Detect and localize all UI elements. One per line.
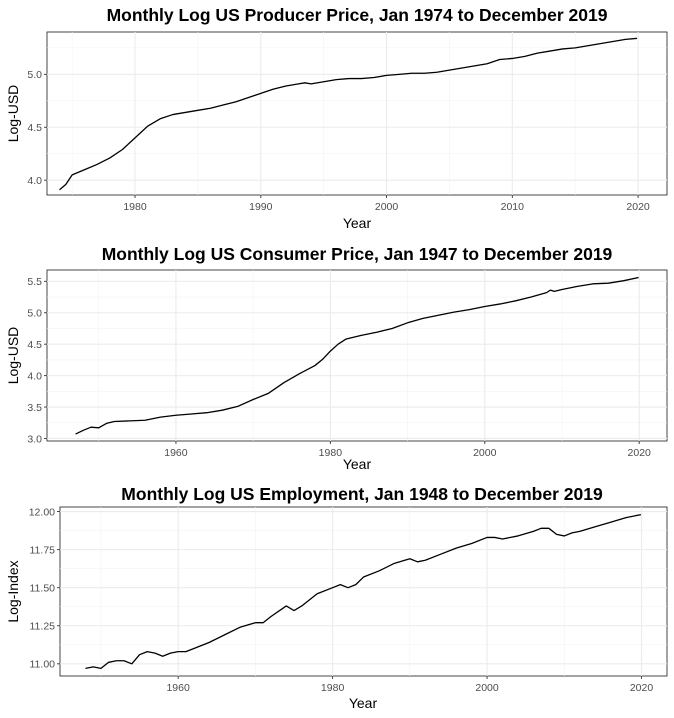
y-tick-label: 11.25 xyxy=(30,621,56,633)
chart-title: Monthly Log US Producer Price, Jan 1974 … xyxy=(107,5,608,25)
axis-ticks: 1980 1990 2000 2010 2020 4.0 4.5 5.0 xyxy=(27,69,650,213)
y-axis-title: Log-USD xyxy=(5,327,21,385)
y-tick-label: 4.0 xyxy=(27,370,42,382)
y-tick-label: 11.50 xyxy=(30,582,56,594)
x-tick-label: 2020 xyxy=(628,447,652,459)
y-tick-label: 5.0 xyxy=(27,69,42,81)
x-tick-label: 1980 xyxy=(319,447,343,459)
x-tick-label: 1980 xyxy=(321,682,345,694)
gridlines xyxy=(47,32,667,195)
series-line-consumer-price xyxy=(75,276,639,435)
series-line-producer-price xyxy=(59,37,638,191)
axis-ticks: 1960 1980 2000 2020 11.00 11.25 11.50 11.75 12.0… xyxy=(29,506,654,694)
x-tick-label: 1990 xyxy=(249,201,273,213)
y-tick-label: 3.5 xyxy=(27,402,42,414)
y-tick-label: 3.0 xyxy=(27,433,42,445)
plot-area xyxy=(59,506,668,677)
y-tick-label: 5.0 xyxy=(27,308,42,320)
x-tick-label: 2000 xyxy=(375,201,399,213)
y-tick-label: 4.0 xyxy=(27,175,42,187)
gridlines xyxy=(60,507,667,676)
y-tick-label: 4.5 xyxy=(27,122,42,134)
chart-title: Monthly Log US Employment, Jan 1948 to D… xyxy=(121,484,603,504)
x-tick-label: 1980 xyxy=(123,201,147,213)
series-line-employment xyxy=(85,513,642,670)
chart-panel-consumer-price: Monthly Log US Consumer Price, Jan 1947 … xyxy=(5,244,668,472)
chart-title: Monthly Log US Consumer Price, Jan 1947 … xyxy=(102,244,613,264)
x-axis-title: Year xyxy=(349,695,378,711)
x-axis-title: Year xyxy=(343,215,372,231)
x-tick-label: 2000 xyxy=(473,447,497,459)
x-tick-label: 2020 xyxy=(626,201,650,213)
x-axis-title: Year xyxy=(343,456,372,472)
y-axis-title: Log-USD xyxy=(5,85,21,143)
axis-ticks: 1960 1980 2000 2020 3.0 3.5 4.0 4.5 5.0 5.5 xyxy=(27,276,651,459)
chart-panel-employment: Monthly Log US Employment, Jan 1948 to D… xyxy=(5,484,668,711)
y-tick-label: 12.00 xyxy=(29,506,55,518)
x-tick-label: 1960 xyxy=(164,447,188,459)
y-tick-label: 5.5 xyxy=(27,276,42,288)
plot-area xyxy=(46,31,668,196)
x-tick-label: 2010 xyxy=(501,201,525,213)
x-tick-label: 2000 xyxy=(475,682,499,694)
plot-area xyxy=(46,269,668,442)
x-tick-label: 2020 xyxy=(630,682,654,694)
chart-panel-producer-price: Monthly Log US Producer Price, Jan 1974 … xyxy=(5,5,668,231)
x-tick-label: 1960 xyxy=(166,682,190,694)
y-tick-label: 11.00 xyxy=(30,659,56,671)
y-tick-label: 4.5 xyxy=(27,339,42,351)
y-axis-title: Log-Index xyxy=(5,560,21,622)
y-tick-label: 11.75 xyxy=(30,544,56,556)
gridlines xyxy=(47,270,667,441)
